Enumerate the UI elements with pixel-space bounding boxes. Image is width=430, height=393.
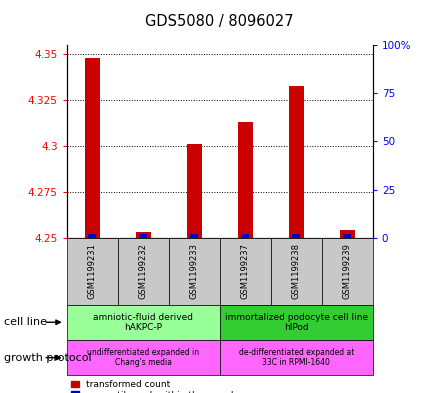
Bar bbox=[88, 234, 96, 238]
Legend: transformed count, percentile rank within the sample: transformed count, percentile rank withi… bbox=[71, 380, 238, 393]
Bar bbox=[343, 234, 350, 238]
Bar bbox=[84, 58, 100, 238]
Bar bbox=[270, 238, 321, 305]
Bar bbox=[135, 232, 150, 238]
Bar bbox=[139, 234, 147, 238]
Bar bbox=[67, 238, 117, 305]
Bar bbox=[190, 234, 198, 238]
Bar bbox=[219, 340, 372, 375]
Bar bbox=[321, 238, 372, 305]
Bar bbox=[339, 230, 354, 238]
Text: GSM1199232: GSM1199232 bbox=[138, 243, 147, 299]
Bar bbox=[288, 86, 303, 238]
Bar bbox=[292, 234, 299, 238]
Text: GSM1199238: GSM1199238 bbox=[291, 243, 300, 299]
Text: GSM1199237: GSM1199237 bbox=[240, 243, 249, 299]
Text: amniotic-fluid derived
hAKPC-P: amniotic-fluid derived hAKPC-P bbox=[93, 312, 193, 332]
Text: GSM1199231: GSM1199231 bbox=[88, 243, 97, 299]
Bar bbox=[186, 144, 202, 238]
Bar bbox=[117, 238, 169, 305]
Text: growth protocol: growth protocol bbox=[4, 353, 92, 363]
Bar bbox=[219, 305, 372, 340]
Bar bbox=[219, 238, 270, 305]
Bar bbox=[67, 305, 219, 340]
Text: GDS5080 / 8096027: GDS5080 / 8096027 bbox=[145, 14, 293, 29]
Text: immortalized podocyte cell line
hIPod: immortalized podocyte cell line hIPod bbox=[224, 312, 367, 332]
Text: undifferentiated expanded in
Chang's media: undifferentiated expanded in Chang's med… bbox=[87, 348, 199, 367]
Text: GSM1199239: GSM1199239 bbox=[342, 243, 351, 299]
Text: de-differentiated expanded at
33C in RPMI-1640: de-differentiated expanded at 33C in RPM… bbox=[238, 348, 353, 367]
Bar bbox=[237, 122, 252, 238]
Text: cell line: cell line bbox=[4, 317, 47, 327]
Bar bbox=[67, 340, 219, 375]
Bar bbox=[241, 234, 249, 238]
Bar bbox=[169, 238, 219, 305]
Text: GSM1199233: GSM1199233 bbox=[189, 243, 198, 299]
